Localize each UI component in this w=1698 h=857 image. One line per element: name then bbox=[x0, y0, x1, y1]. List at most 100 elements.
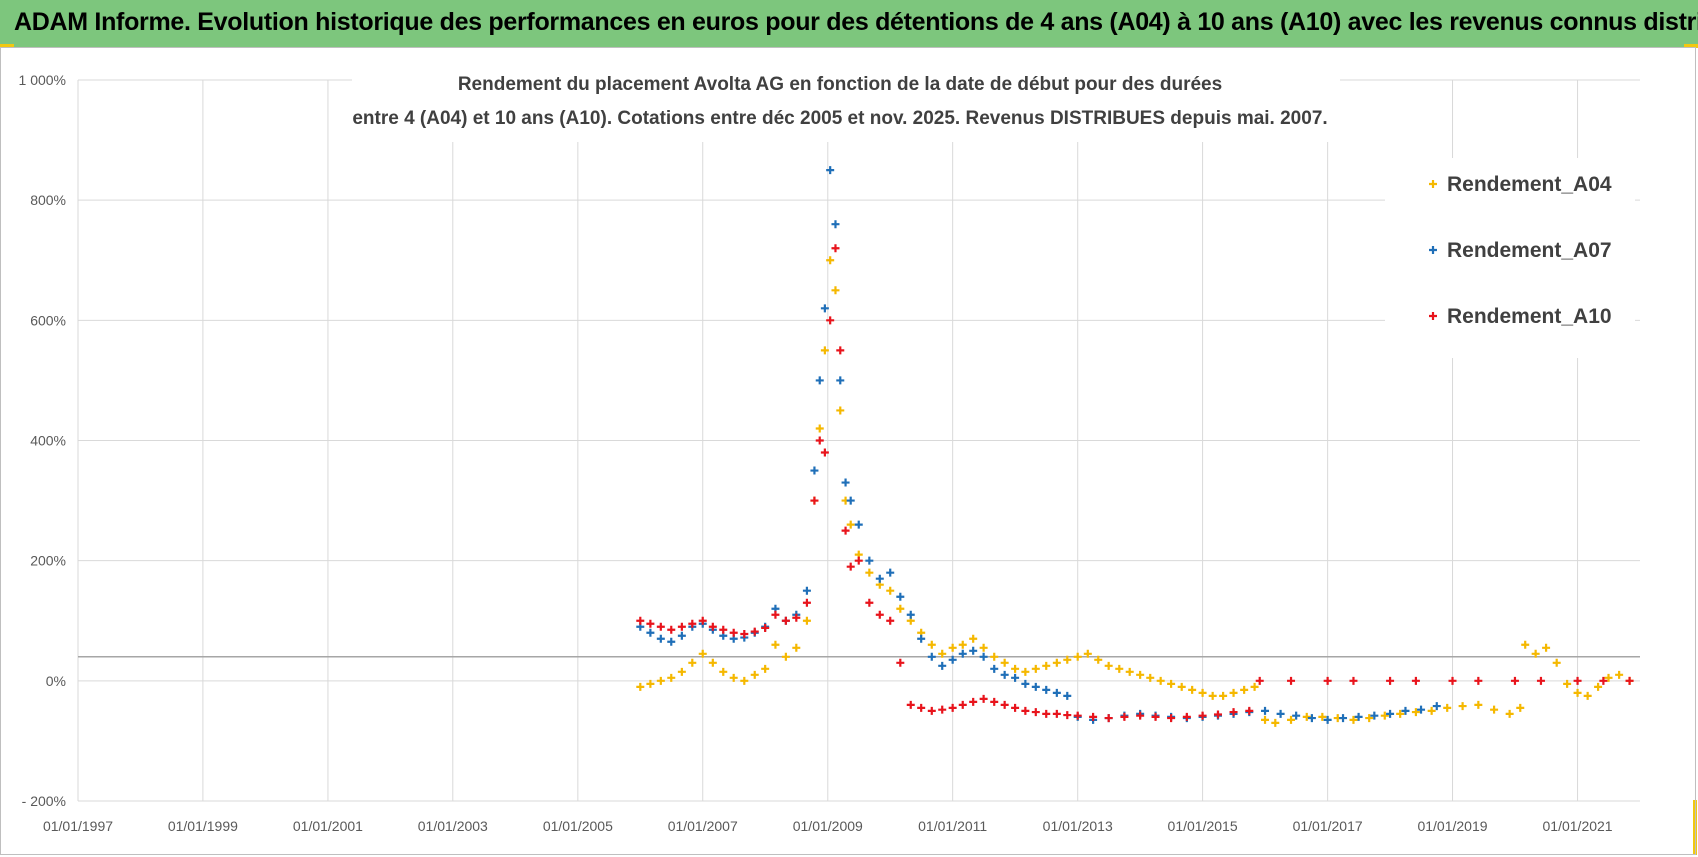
data-point bbox=[1052, 658, 1061, 667]
data-point bbox=[1177, 682, 1186, 691]
data-point bbox=[1188, 685, 1197, 694]
data-point bbox=[1115, 664, 1124, 673]
data-point bbox=[990, 697, 999, 706]
data-point bbox=[1011, 673, 1020, 682]
data-point bbox=[719, 625, 728, 634]
data-point bbox=[792, 643, 801, 652]
data-point bbox=[750, 627, 759, 636]
data-point bbox=[1287, 715, 1296, 724]
data-point bbox=[906, 610, 915, 619]
data-point bbox=[1302, 712, 1311, 721]
x-tick-label: 01/01/2011 bbox=[918, 818, 987, 834]
data-point bbox=[836, 376, 845, 385]
data-point bbox=[1604, 673, 1613, 682]
data-point bbox=[875, 574, 884, 583]
data-point bbox=[1380, 711, 1389, 720]
data-point bbox=[1271, 718, 1280, 727]
data-point bbox=[1125, 667, 1134, 676]
data-point bbox=[1510, 676, 1519, 685]
data-point bbox=[1255, 676, 1264, 685]
data-point bbox=[1198, 688, 1207, 697]
y-tick-label: 600% bbox=[30, 312, 66, 328]
data-point bbox=[948, 643, 957, 652]
data-point bbox=[1354, 712, 1363, 721]
data-point bbox=[1505, 709, 1514, 718]
data-point bbox=[841, 526, 850, 535]
data-point bbox=[1229, 688, 1238, 697]
data-point bbox=[896, 658, 905, 667]
data-point bbox=[667, 637, 676, 646]
data-point bbox=[1401, 706, 1410, 715]
chart-title-line1: Rendement du placement Avolta AG en fonc… bbox=[458, 74, 1222, 95]
data-point bbox=[1583, 691, 1592, 700]
data-point bbox=[826, 166, 835, 175]
data-point bbox=[865, 556, 874, 565]
title-background bbox=[352, 66, 1340, 142]
data-point bbox=[761, 664, 770, 673]
data-point bbox=[948, 655, 957, 664]
data-point bbox=[1136, 711, 1145, 720]
data-point bbox=[896, 604, 905, 613]
data-point bbox=[815, 424, 824, 433]
series-Rendement_A04 bbox=[636, 256, 1634, 727]
data-point bbox=[1339, 714, 1348, 723]
legend-label: Rendement_A07 bbox=[1447, 239, 1612, 262]
data-point bbox=[1276, 709, 1285, 718]
data-point bbox=[802, 616, 811, 625]
chart-title-line2: entre 4 (A04) et 10 ans (A10). Cotations… bbox=[352, 108, 1327, 129]
data-point bbox=[927, 706, 936, 715]
data-point bbox=[865, 598, 874, 607]
data-point bbox=[1042, 709, 1051, 718]
legend-marker bbox=[1429, 180, 1437, 188]
data-point bbox=[841, 478, 850, 487]
data-point bbox=[886, 616, 895, 625]
data-point bbox=[761, 623, 770, 632]
data-point bbox=[1250, 682, 1259, 691]
data-point bbox=[750, 670, 759, 679]
data-point bbox=[1573, 676, 1582, 685]
y-tick-label: 0% bbox=[46, 673, 66, 689]
data-point bbox=[636, 682, 645, 691]
data-point bbox=[1625, 676, 1634, 685]
data-point bbox=[810, 496, 819, 505]
data-point bbox=[1318, 712, 1327, 721]
data-point bbox=[646, 619, 655, 628]
data-point bbox=[1089, 712, 1098, 721]
series-Rendement_A07 bbox=[636, 166, 1441, 724]
data-point bbox=[1063, 655, 1072, 664]
data-point bbox=[1245, 706, 1254, 715]
data-point bbox=[1042, 661, 1051, 670]
data-point bbox=[896, 592, 905, 601]
data-point bbox=[656, 676, 665, 685]
data-point bbox=[1167, 679, 1176, 688]
data-point bbox=[1542, 643, 1551, 652]
data-point bbox=[636, 616, 645, 625]
data-point bbox=[831, 220, 840, 229]
data-point bbox=[1323, 715, 1332, 724]
data-point bbox=[1370, 711, 1379, 720]
data-point bbox=[1000, 670, 1009, 679]
data-point bbox=[1599, 676, 1608, 685]
data-point bbox=[1443, 703, 1452, 712]
data-point bbox=[1136, 670, 1145, 679]
data-point bbox=[1563, 679, 1572, 688]
x-tick-label: 01/01/2019 bbox=[1417, 818, 1487, 834]
data-point bbox=[698, 649, 707, 658]
data-point bbox=[1427, 706, 1436, 715]
data-point bbox=[938, 661, 947, 670]
data-point bbox=[1219, 691, 1228, 700]
data-point bbox=[1615, 670, 1624, 679]
data-point bbox=[1031, 682, 1040, 691]
data-point bbox=[1021, 679, 1030, 688]
legend-background bbox=[1385, 158, 1635, 358]
data-point bbox=[1021, 706, 1030, 715]
data-point bbox=[958, 640, 967, 649]
legend: Rendement_A04 Rendement_A07 Rendement_A10 bbox=[1385, 158, 1635, 358]
data-point bbox=[1052, 709, 1061, 718]
data-point bbox=[1365, 714, 1374, 723]
data-point bbox=[1411, 708, 1420, 717]
data-point bbox=[667, 673, 676, 682]
data-point bbox=[677, 667, 686, 676]
data-point bbox=[802, 598, 811, 607]
